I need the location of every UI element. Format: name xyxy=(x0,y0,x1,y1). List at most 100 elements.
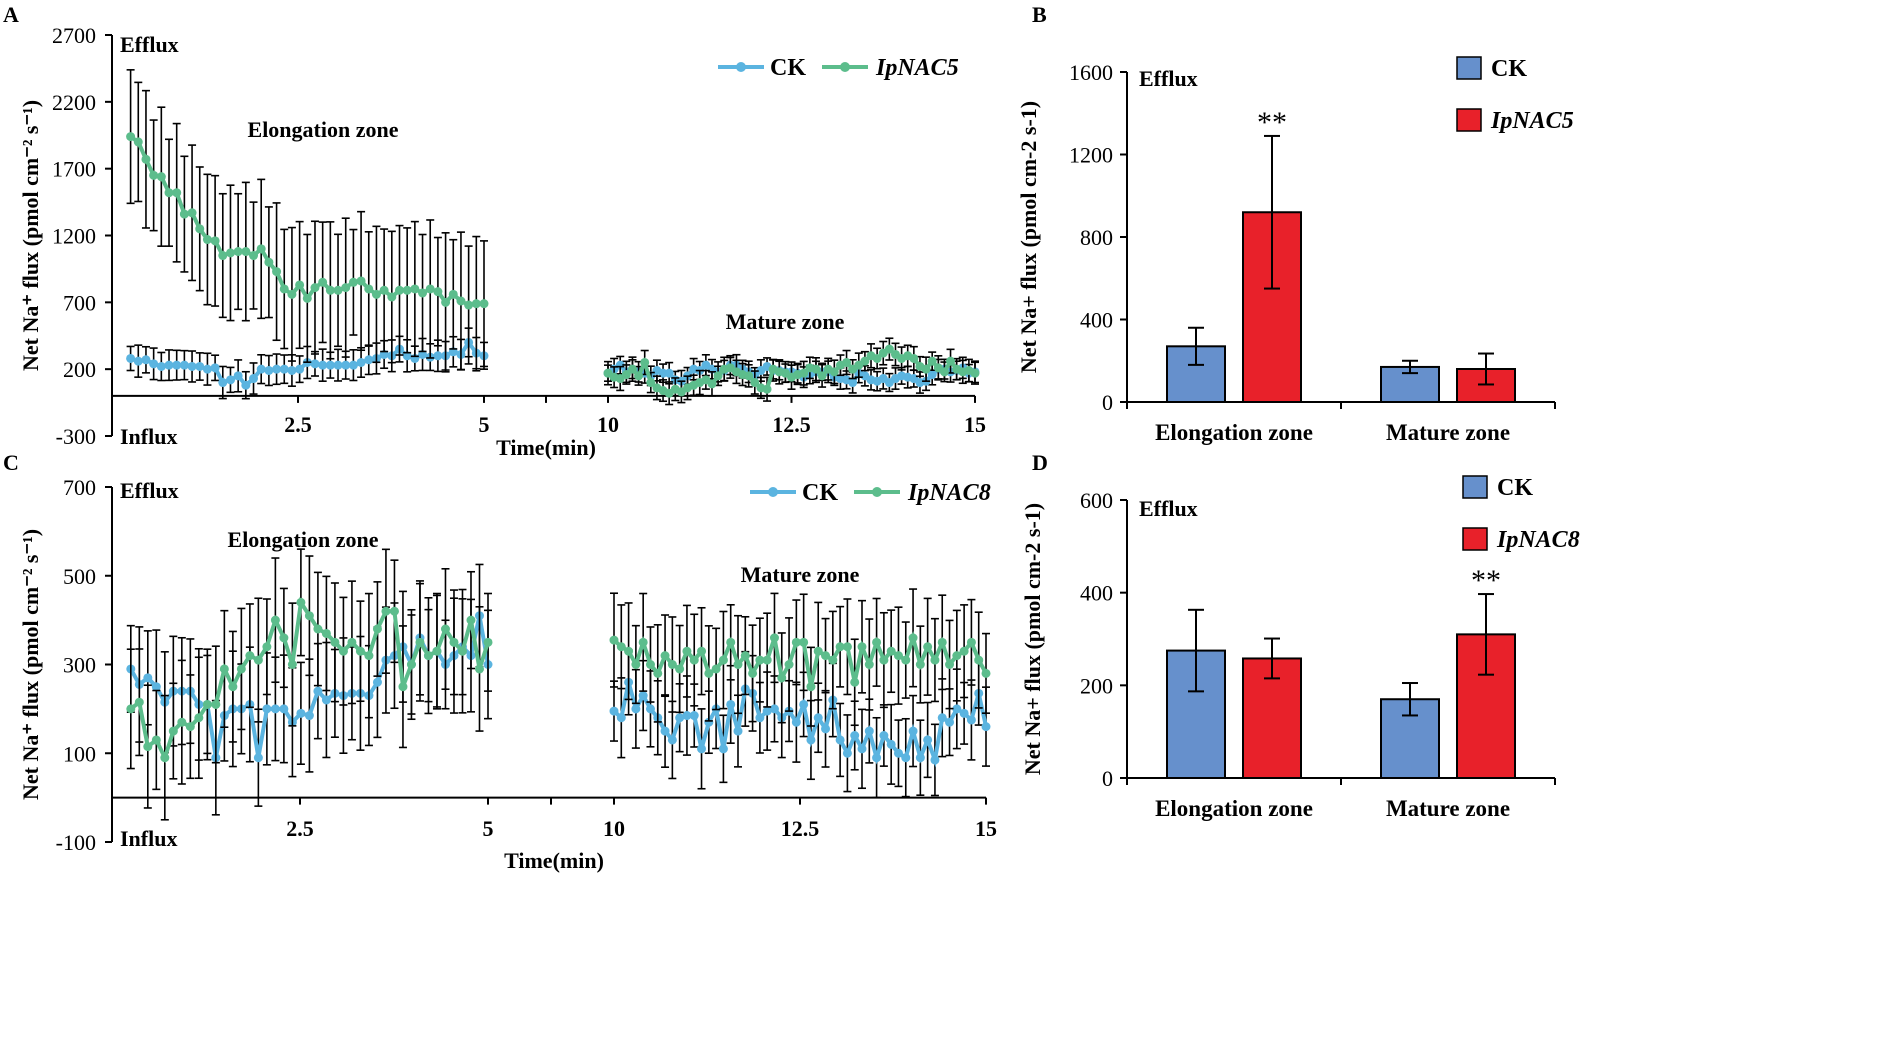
data-point xyxy=(813,713,823,723)
data-point xyxy=(160,753,170,763)
series-ck xyxy=(126,327,980,400)
data-point xyxy=(645,660,655,669)
panel-b: B 1600 1200 800 400 0 Elongation zone Mature zo… xyxy=(1016,2,1574,445)
data-point xyxy=(624,646,634,656)
data-point xyxy=(609,706,619,716)
legend: CK IpNAC8 xyxy=(750,480,991,506)
series-ipnac8 xyxy=(126,548,991,821)
legend-label-ck: CK xyxy=(1491,56,1527,82)
data-point xyxy=(675,713,685,723)
data-point xyxy=(356,276,366,286)
legend: CK IpNAC5 xyxy=(718,55,959,81)
data-point xyxy=(149,359,159,369)
data-point xyxy=(313,624,323,634)
data-point xyxy=(893,748,903,758)
data-point xyxy=(981,668,991,678)
annotation-elongation-zone: Elongation zone xyxy=(248,117,399,142)
data-point xyxy=(842,642,852,652)
data-point xyxy=(211,699,221,709)
data-point xyxy=(937,637,947,647)
data-point xyxy=(850,677,860,687)
panel-a: A 2700 2200 1700 1200 700 200 -300 2.5 5 10 12.5 15 T… xyxy=(3,2,986,460)
data-point xyxy=(621,370,631,380)
data-point xyxy=(886,739,896,749)
x-tick-label: 5 xyxy=(483,816,494,841)
data-point xyxy=(195,361,205,371)
data-point xyxy=(872,753,882,763)
data-point xyxy=(372,677,382,687)
data-point xyxy=(313,686,323,696)
data-point xyxy=(930,755,940,765)
data-point xyxy=(848,378,858,388)
data-point xyxy=(262,642,272,652)
data-point xyxy=(318,360,328,370)
data-point xyxy=(151,682,161,692)
data-point xyxy=(755,713,765,723)
data-point xyxy=(762,655,772,665)
data-point xyxy=(733,726,743,736)
data-point xyxy=(156,361,166,371)
x-tick-label: 12.5 xyxy=(781,816,820,841)
y-tick-label: -100 xyxy=(56,830,96,855)
data-point xyxy=(660,651,670,661)
data-point xyxy=(479,299,489,309)
data-point xyxy=(923,642,933,652)
data-point xyxy=(410,284,420,294)
legend-marker-ck xyxy=(768,487,778,497)
data-point xyxy=(321,628,331,638)
data-point xyxy=(126,704,136,714)
data-point xyxy=(348,360,358,370)
data-point xyxy=(921,364,931,374)
data-point xyxy=(945,660,955,669)
data-point xyxy=(457,646,467,656)
data-point xyxy=(256,364,266,374)
data-point xyxy=(177,717,187,727)
legend: CK IpNAC5 xyxy=(1456,56,1574,134)
legend-label-ck: CK xyxy=(1497,475,1533,501)
data-point xyxy=(638,691,648,701)
data-point xyxy=(939,367,949,377)
data-point xyxy=(194,713,204,723)
category-label: Mature zone xyxy=(1386,796,1510,821)
data-point xyxy=(901,655,911,665)
annotation-elongation-zone: Elongation zone xyxy=(228,527,379,552)
data-point xyxy=(270,704,280,714)
data-point xyxy=(707,379,717,389)
data-point xyxy=(433,287,443,297)
panel-label: A xyxy=(3,2,19,27)
data-point xyxy=(141,154,151,164)
data-point xyxy=(769,633,779,643)
data-point xyxy=(279,364,289,374)
y-axis-label: Net Na+ flux (pmol cm-2 s-1) xyxy=(1020,503,1045,775)
legend-marker-ipnac8 xyxy=(872,487,882,497)
y-tick-label: 0 xyxy=(1102,390,1113,415)
data-point xyxy=(151,735,161,745)
legend-label-ipnac8: IpNAC8 xyxy=(907,480,991,506)
data-point xyxy=(817,371,827,381)
legend-swatch-ipnac5 xyxy=(1456,108,1482,132)
data-point xyxy=(279,284,289,294)
data-point xyxy=(256,244,266,254)
data-point xyxy=(718,744,728,754)
bar-series-ipnac8 xyxy=(1242,593,1516,780)
data-point xyxy=(264,366,274,376)
data-point xyxy=(634,371,644,381)
data-point xyxy=(296,708,306,718)
data-point xyxy=(879,731,889,740)
data-point xyxy=(449,637,459,647)
data-point xyxy=(750,378,760,388)
data-point xyxy=(937,713,947,723)
data-point xyxy=(304,711,314,721)
data-point xyxy=(857,744,867,754)
y-tick-label: 1200 xyxy=(52,224,96,249)
significance-marker: ** xyxy=(1257,106,1287,139)
data-point xyxy=(233,247,243,257)
y-tick-label: 0 xyxy=(1102,766,1113,791)
data-point xyxy=(474,664,484,674)
data-point xyxy=(821,651,831,661)
data-point xyxy=(272,267,282,277)
data-point xyxy=(379,285,389,295)
legend-marker-ipnac5 xyxy=(840,62,850,72)
data-point xyxy=(872,353,882,363)
data-point xyxy=(415,637,425,647)
